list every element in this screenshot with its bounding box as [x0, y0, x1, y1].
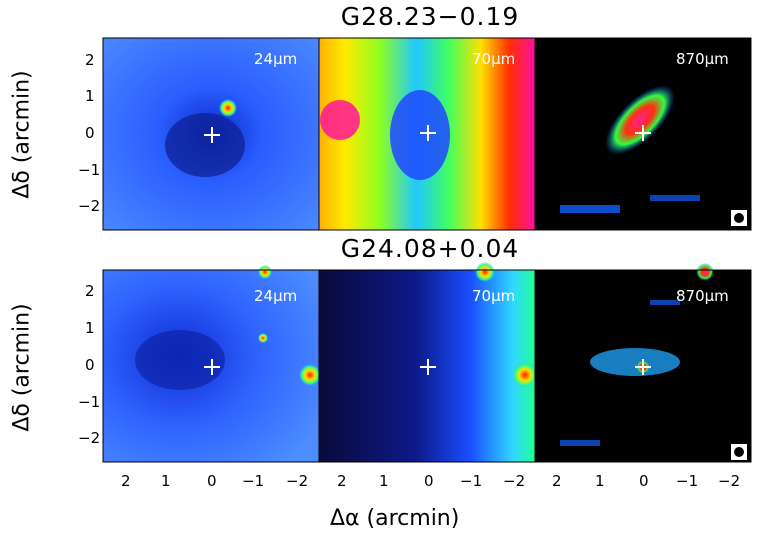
row1-24um-dark-lane — [165, 113, 245, 177]
row2-870um-emission — [650, 300, 680, 305]
row1-70um-hotspot — [320, 100, 360, 140]
row2-870um-emission — [560, 440, 600, 446]
row2-70um-source — [475, 262, 495, 282]
row1-beam-indicator — [730, 209, 748, 227]
y-tick: 1 — [85, 319, 95, 337]
beam-icon — [734, 213, 744, 223]
x-tick: 2 — [552, 472, 562, 490]
beam-icon — [734, 447, 744, 457]
row1-70um-cavity — [390, 90, 450, 180]
row1-70um-label: 70μm — [472, 50, 516, 68]
x-tick: −2 — [503, 472, 526, 490]
y-tick: −2 — [78, 197, 101, 215]
row2-870um-peak — [696, 263, 714, 281]
y-tick: −1 — [78, 393, 101, 411]
y-tick: −2 — [78, 429, 101, 447]
row1-870um-emission — [650, 195, 700, 201]
y-tick: 2 — [85, 282, 95, 300]
row2-24um-dark-lane — [135, 330, 225, 390]
x-tick: 1 — [595, 472, 605, 490]
row2-24um-source — [299, 364, 321, 386]
row2-title: G24.08+0.04 — [340, 234, 520, 263]
row1-870um-label: 870μm — [676, 50, 729, 68]
x-tick: −1 — [242, 472, 265, 490]
row1-24um-label: 24μm — [254, 50, 298, 68]
x-tick: 1 — [379, 472, 389, 490]
row2-70um-source — [512, 362, 538, 388]
panel-frames — [102, 37, 752, 463]
x-tick: −1 — [676, 472, 699, 490]
y-tick: 1 — [85, 87, 95, 105]
row1-24um-source — [219, 99, 237, 117]
row2-70um-label: 70μm — [472, 287, 516, 305]
y-tick: 2 — [85, 51, 95, 69]
row2-beam-indicator — [730, 443, 748, 461]
position-markers — [204, 125, 651, 375]
row2-870um-label: 870μm — [676, 287, 729, 305]
x-tick: 2 — [337, 472, 347, 490]
row2-24um-source — [258, 333, 268, 343]
x-tick: 0 — [639, 472, 649, 490]
row2-24um-label: 24μm — [254, 287, 298, 305]
x-tick: −2 — [718, 472, 741, 490]
row1-870um-core — [605, 85, 675, 155]
row2-870um-core — [590, 348, 680, 376]
x-tick: −2 — [286, 472, 309, 490]
xlabel: Δα (arcmin) — [330, 506, 460, 531]
row2-24um-source — [258, 265, 272, 279]
x-tick: 0 — [424, 472, 434, 490]
x-tick: 2 — [121, 472, 131, 490]
y-tick: 0 — [85, 356, 95, 374]
row1-title: G28.23−0.19 — [340, 2, 520, 31]
x-tick: 1 — [161, 472, 171, 490]
x-tick: −1 — [460, 472, 483, 490]
x-tick: 0 — [207, 472, 217, 490]
y-tick: 0 — [85, 124, 95, 142]
row1-870um-emission — [560, 205, 620, 213]
y-tick: −1 — [78, 161, 101, 179]
